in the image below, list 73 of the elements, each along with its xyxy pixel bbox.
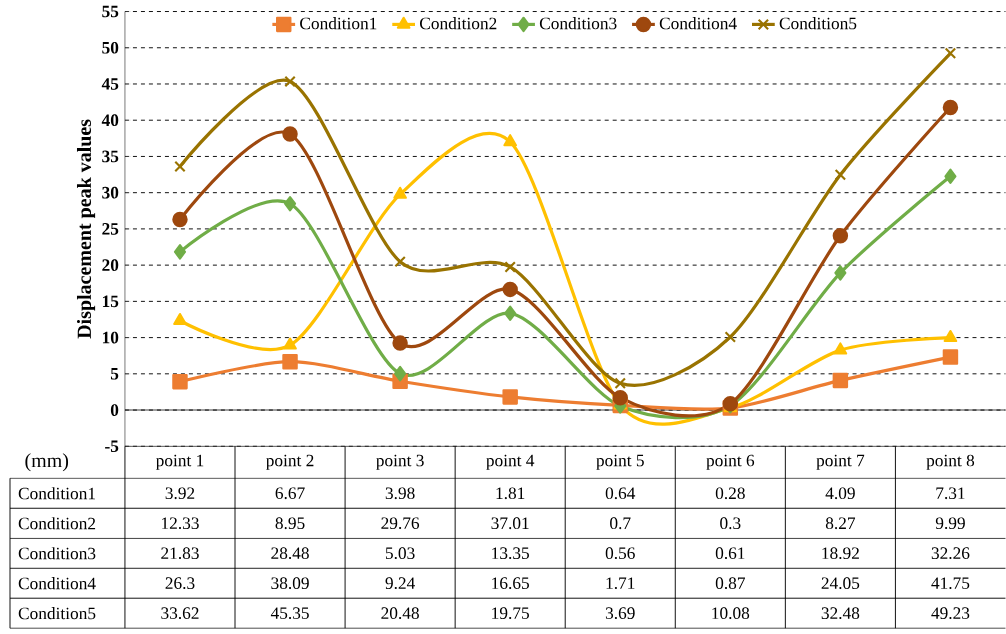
y-tick-label: 20: [102, 259, 119, 271]
y-tick-label: 25: [102, 222, 119, 235]
data-label: 16.65: [492, 577, 529, 589]
data-label: 0.7: [610, 517, 631, 530]
data-label: 32.26: [931, 547, 970, 559]
data-label: 29.76: [381, 517, 420, 530]
data-label: 6.67: [275, 487, 305, 500]
y-tick-label: 30: [102, 186, 119, 199]
text: Condition1: [18, 487, 95, 500]
data-label: 37.01: [491, 517, 529, 530]
data-label: 45.35: [270, 607, 309, 619]
y-axis-title: Displacement peak values: [76, 119, 96, 339]
y-tick-label: 15: [102, 295, 119, 308]
x-tick-label: point 6: [706, 454, 755, 470]
x-tick-label: point 7: [816, 454, 865, 470]
legend-label: Condition2: [420, 17, 497, 30]
data-label: 32.48: [821, 607, 860, 619]
data-label: 24.05: [821, 577, 860, 590]
data-label: 0.56: [605, 547, 635, 560]
data-label: 7.31: [936, 487, 965, 500]
data-label: 4.09: [825, 487, 855, 500]
data-label: 8.27: [825, 517, 856, 530]
data-label: 3.69: [605, 607, 635, 619]
legend-label: Condition5: [779, 17, 857, 30]
y-tick-label: 35: [102, 150, 119, 163]
x-tick-label: point 3: [376, 454, 424, 470]
data-label: 10.08: [712, 607, 750, 619]
x-tick-label: point 4: [486, 454, 535, 470]
data-label: 3.92: [165, 487, 195, 500]
y-tick-label: 55: [102, 5, 119, 18]
data-label: 38.09: [271, 577, 309, 590]
x-tick-label: point 8: [926, 454, 975, 470]
data-label: 33.62: [161, 607, 199, 619]
data-label: 0.61: [715, 547, 745, 560]
data-label: 21.83: [161, 547, 199, 560]
data-label: 8.95: [275, 517, 305, 530]
legend-label: Condition4: [659, 17, 737, 30]
data-label: 3.98: [385, 487, 415, 500]
legend-label: Condition1: [300, 17, 377, 30]
text: Condition4: [18, 577, 96, 590]
data-label: 0.87: [715, 577, 745, 590]
data-label: 1.71: [606, 577, 635, 589]
data-label: 0.3: [720, 517, 741, 530]
data-label: 0.64: [605, 487, 636, 500]
y-tick-label: 40: [101, 114, 119, 126]
x-tick-label: point 1: [155, 454, 204, 470]
y-tick-label: 10: [102, 331, 119, 344]
y-tick-label: -5: [105, 440, 119, 452]
text: Condition5: [18, 607, 96, 620]
text: Condition3: [18, 547, 96, 560]
x-tick-label: point 5: [596, 454, 644, 470]
data-label: 26.3: [165, 577, 195, 589]
y-tick-label: 45: [101, 78, 119, 90]
data-label: 41.75: [931, 577, 970, 589]
y-tick-label: 5: [110, 367, 119, 380]
data-label: 20.48: [381, 607, 419, 619]
data-label: 9.24: [385, 577, 416, 589]
x-tick-label: point 2: [266, 454, 314, 470]
data-label: 18.92: [822, 547, 859, 560]
data-label: 5.03: [385, 547, 415, 560]
data-label: 0.28: [715, 487, 745, 500]
y-tick-label: 50: [102, 41, 119, 54]
data-label: 9.99: [935, 517, 965, 530]
data-label: 28.48: [271, 547, 309, 560]
text: (mm): [25, 453, 69, 472]
y-tick-label: 0: [110, 404, 119, 416]
data-label: 12.33: [162, 517, 199, 530]
data-label: 1.81: [496, 487, 525, 500]
legend-label: Condition3: [539, 17, 617, 30]
text: Condition2: [18, 517, 96, 530]
data-label: 13.35: [492, 547, 529, 559]
data-label: 49.23: [931, 607, 970, 619]
data-label: 19.75: [492, 607, 529, 619]
